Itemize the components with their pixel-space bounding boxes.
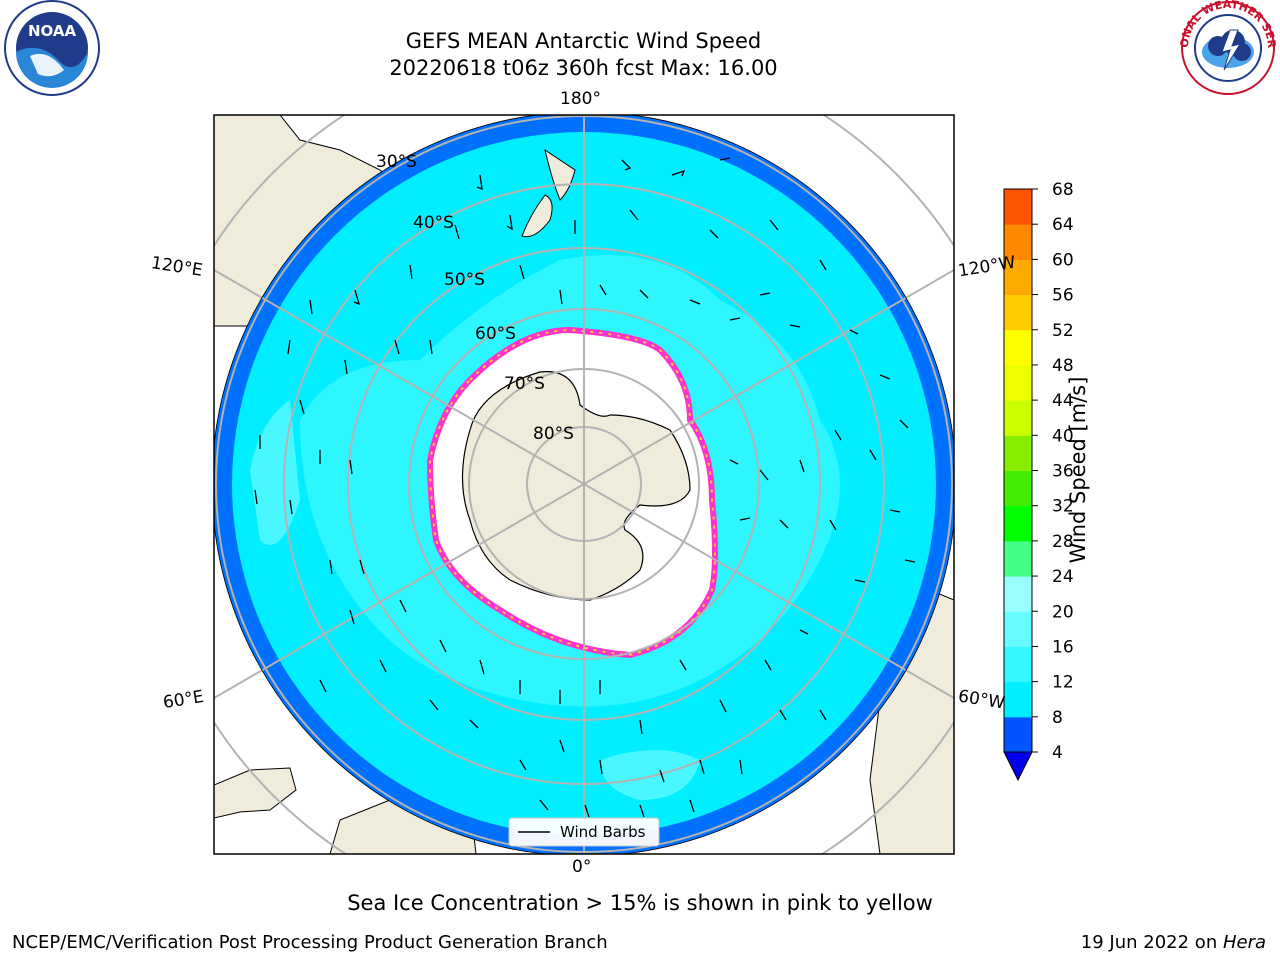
nws-logo: NATIONAL WEATHER SERVICE <box>1178 0 1278 95</box>
colorbar-tick-label: 68 <box>1052 180 1074 200</box>
colorbar-tick-label: 20 <box>1052 602 1074 622</box>
colorbar-tick-label: 60 <box>1052 250 1074 270</box>
colorbar-tick-label: 52 <box>1052 321 1074 341</box>
wind-field-patch-south <box>600 750 700 800</box>
map-title: GEFS MEAN Antarctic Wind Speed <box>405 29 762 53</box>
new-zealand-north <box>544 148 576 201</box>
colorbar-tick-label: 36 <box>1052 462 1074 482</box>
colorbar-bin <box>1004 435 1032 471</box>
colorbar-tick-label: 44 <box>1052 391 1074 411</box>
lat-label-50: 50°S <box>444 270 485 290</box>
colorbar-tick-label: 64 <box>1052 215 1074 235</box>
colorbar-bin <box>1004 505 1032 542</box>
colorbar-tick-label: 16 <box>1052 637 1074 657</box>
noaa-text: NOAA <box>28 22 77 40</box>
madagascar-land <box>214 767 297 819</box>
colorbar-bin <box>1004 681 1032 718</box>
lat-label-80: 80°S <box>533 424 574 444</box>
colorbar-tick-label: 32 <box>1052 497 1074 517</box>
new-zealand-south <box>521 194 553 238</box>
colorbar-tick-label: 24 <box>1052 567 1074 587</box>
sea-ice-edge <box>428 328 716 657</box>
footer-date: 19 Jun 2022 on Hera <box>1081 932 1266 953</box>
lon-label-0: 0° <box>572 857 592 877</box>
footer-host: Hera <box>1222 932 1266 953</box>
footer-date-text: 19 Jun 2022 on <box>1080 932 1223 953</box>
colorbar-bin <box>1004 224 1032 260</box>
colorbar-tick-label: 4 <box>1052 743 1063 763</box>
map-subtitle: 20220618 t06z 360h fcst Max: 16.00 <box>389 56 778 80</box>
sea-ice-note: Sea Ice Concentration > 15% is shown in … <box>347 891 933 915</box>
colorbar-title: Wind Speed [m/s] <box>1066 376 1090 564</box>
colorbar-tick-label: 12 <box>1052 673 1074 693</box>
colorbar-bin <box>1004 400 1032 436</box>
lat-label-60: 60°S <box>475 324 516 344</box>
colorbar-bin <box>1004 259 1032 296</box>
colorbar-tick-label: 40 <box>1052 426 1074 446</box>
colorbar-bin <box>1004 294 1032 331</box>
colorbar-tick-label: 28 <box>1052 532 1074 552</box>
colorbar-bin <box>1004 716 1032 753</box>
colorbar-bin <box>1004 364 1032 401</box>
colorbar-bin <box>1004 189 1032 225</box>
wind-barbs <box>254 157 916 818</box>
colorbar-bin <box>1004 470 1032 507</box>
colorbar-tick-label: 56 <box>1052 286 1074 306</box>
colorbar-bin <box>1004 646 1032 683</box>
lon-label-180: 180° <box>560 89 601 109</box>
colorbar-bin <box>1004 576 1032 612</box>
graticule <box>214 115 954 854</box>
legend: Wind Barbs <box>508 817 660 847</box>
lat-label-30: 30°S <box>376 152 417 172</box>
colorbar-under-extend <box>1003 751 1033 782</box>
lat-label-70: 70°S <box>504 374 545 394</box>
lat-label-40: 40°S <box>413 213 454 233</box>
footer-branch: NCEP/EMC/Verification Post Processing Pr… <box>12 932 608 953</box>
colorbar-bin <box>1004 611 1032 647</box>
colorbar-tick-label: 48 <box>1052 356 1074 376</box>
colorbar-bin <box>1004 329 1032 366</box>
map-frame <box>213 114 955 855</box>
noaa-logo: NOAA <box>4 0 100 96</box>
colorbar-tick-label: 8 <box>1052 708 1063 728</box>
colorbar-bin <box>1004 540 1032 577</box>
legend-barbs-label: Wind Barbs <box>560 823 646 841</box>
antarctica-land <box>461 371 691 601</box>
